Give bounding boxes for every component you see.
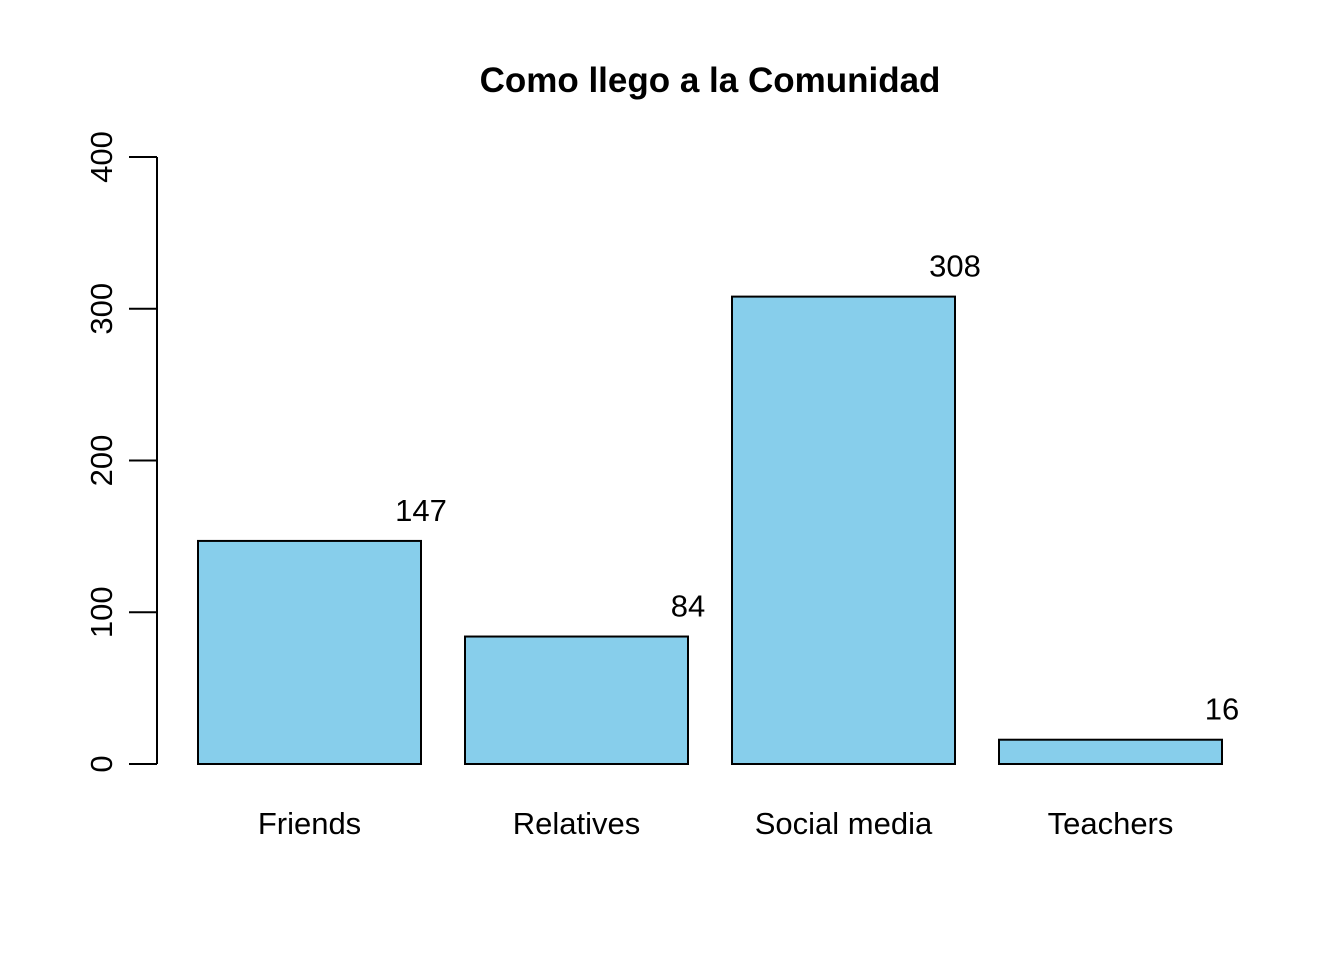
chart-title: Como llego a la Comunidad: [480, 61, 941, 100]
y-tick-label: 200: [84, 435, 119, 487]
bar: [464, 635, 689, 766]
y-tick-label: 0: [84, 755, 119, 772]
bar: [998, 738, 1223, 765]
category-labels: Friends Relatives Social media Teachers: [258, 806, 1174, 841]
category-label: Social media: [755, 806, 933, 841]
data-labels: 147 84 308 16: [395, 249, 1239, 727]
bar-series: [197, 295, 1223, 766]
y-tick-label: 300: [84, 283, 119, 335]
data-label: 308: [929, 249, 981, 284]
y-tick-label: 100: [84, 586, 119, 638]
category-label: Relatives: [513, 806, 641, 841]
bar: [197, 539, 422, 765]
data-label: 84: [671, 589, 705, 624]
data-label: 16: [1205, 692, 1239, 727]
data-label: 147: [395, 493, 447, 528]
bar: [731, 295, 956, 765]
y-tick-label: 400: [84, 131, 119, 183]
category-label: Teachers: [1048, 806, 1174, 841]
category-label: Friends: [258, 806, 361, 841]
y-axis: 0 100 200 300 400: [84, 131, 158, 773]
